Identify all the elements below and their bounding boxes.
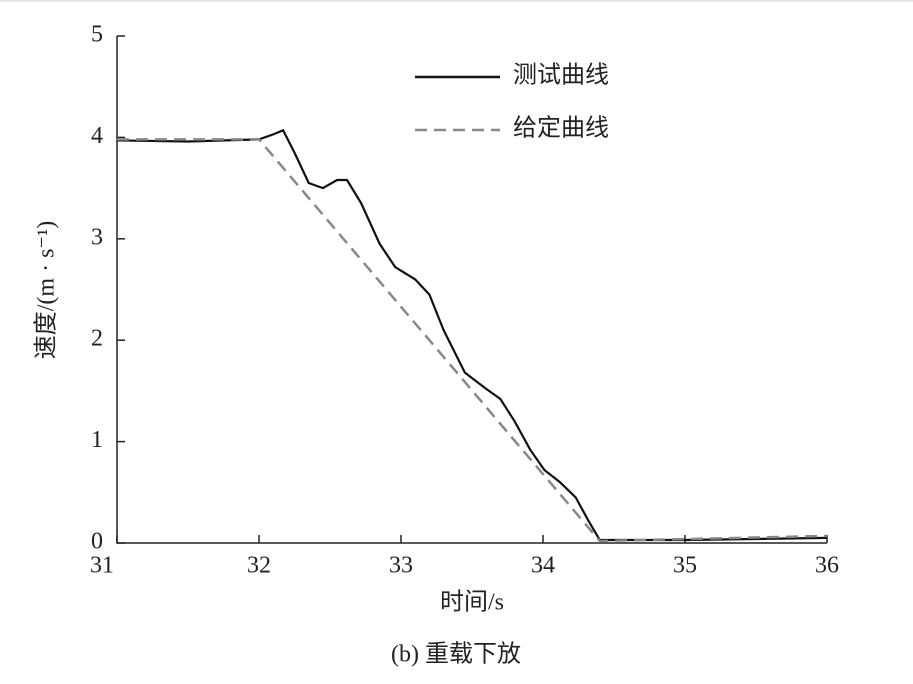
- series-line: [116, 128, 828, 542]
- x-tick-label: 36: [815, 553, 839, 579]
- x-tick-label: 32: [247, 553, 271, 579]
- y-tick-label: 5: [91, 22, 103, 48]
- x-axis-label: 时间/s: [440, 589, 504, 616]
- y-tick-label: 4: [91, 123, 103, 149]
- x-tick-label: 33: [389, 553, 413, 579]
- caption: (b) 重载下放: [391, 641, 521, 668]
- axes: [116, 36, 827, 544]
- y-axis-label: 速度/(m · s⁻¹): [33, 221, 60, 360]
- y-tick-label: 1: [91, 427, 103, 453]
- legend-label: 测试曲线: [513, 62, 609, 89]
- x-tick-label: 31: [90, 553, 114, 579]
- x-tick-label: 35: [673, 553, 697, 579]
- y-tick-label: 0: [91, 529, 103, 555]
- x-tick-label: 34: [531, 553, 555, 579]
- legend-label: 给定曲线: [513, 115, 609, 142]
- series-line: [117, 138, 828, 543]
- y-tick-label: 2: [91, 326, 103, 352]
- y-tick-label: 3: [91, 224, 103, 250]
